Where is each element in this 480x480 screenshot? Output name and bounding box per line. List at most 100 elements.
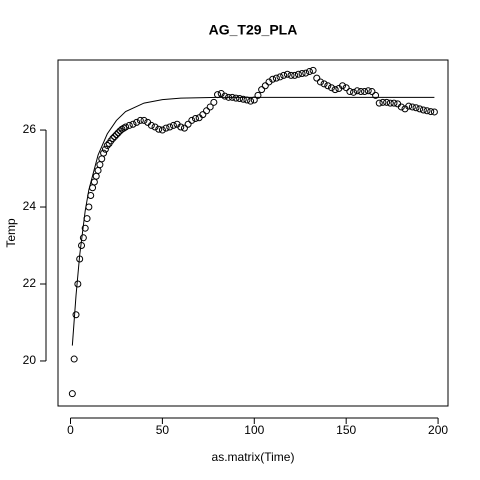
point xyxy=(331,86,339,94)
point xyxy=(232,94,240,102)
point xyxy=(372,91,380,99)
point xyxy=(298,69,306,77)
y-tick-label: 26 xyxy=(23,122,37,136)
x-tick-label: 0 xyxy=(67,423,74,437)
point xyxy=(350,88,358,96)
point xyxy=(324,82,332,90)
plot-box xyxy=(57,59,449,407)
point xyxy=(302,69,310,77)
point xyxy=(272,74,280,82)
y-tick-label: 22 xyxy=(23,276,37,290)
point xyxy=(280,71,288,79)
point xyxy=(316,78,324,86)
x-tick-label: 200 xyxy=(428,423,448,437)
fit-line xyxy=(71,96,435,346)
point xyxy=(405,102,413,110)
point xyxy=(221,92,229,100)
point xyxy=(98,155,106,163)
point xyxy=(70,355,78,363)
point xyxy=(254,91,262,99)
point xyxy=(430,108,438,116)
point xyxy=(90,178,98,186)
point xyxy=(162,124,170,132)
point xyxy=(247,97,255,105)
point xyxy=(125,121,133,129)
point xyxy=(158,126,166,134)
point xyxy=(309,66,317,74)
point xyxy=(346,88,354,96)
point xyxy=(166,123,174,131)
point xyxy=(353,87,361,95)
chart-title: AG_T29_PLA xyxy=(209,22,298,38)
point xyxy=(177,123,185,131)
point xyxy=(236,94,244,102)
point xyxy=(383,98,391,106)
point xyxy=(416,105,424,113)
point xyxy=(390,99,398,107)
point xyxy=(191,115,199,123)
x-tick-label: 50 xyxy=(156,423,170,437)
point xyxy=(408,103,416,111)
point xyxy=(313,74,321,82)
point xyxy=(133,118,141,126)
point xyxy=(79,234,87,242)
point xyxy=(109,135,117,143)
point xyxy=(107,137,115,145)
point xyxy=(203,107,211,115)
point xyxy=(74,280,82,288)
point xyxy=(188,116,196,124)
point xyxy=(81,224,89,232)
point xyxy=(96,161,104,169)
point xyxy=(327,84,335,92)
point xyxy=(199,111,207,119)
point xyxy=(103,141,111,149)
point xyxy=(320,80,328,88)
point xyxy=(427,108,435,116)
point xyxy=(122,123,130,131)
point xyxy=(206,103,214,111)
y-tick-label: 20 xyxy=(23,353,37,367)
point xyxy=(114,129,122,137)
point xyxy=(361,88,369,96)
point xyxy=(151,123,159,131)
point xyxy=(269,75,277,83)
point xyxy=(120,124,128,132)
point xyxy=(423,107,431,115)
point xyxy=(101,145,109,153)
point xyxy=(397,103,405,111)
x-tick-label: 150 xyxy=(336,423,356,437)
point xyxy=(214,91,222,99)
y-tick-label: 24 xyxy=(23,199,37,213)
point xyxy=(155,125,163,133)
point xyxy=(342,84,350,92)
x-tick-label: 100 xyxy=(244,423,264,437)
point xyxy=(379,98,387,106)
point xyxy=(210,98,218,106)
point xyxy=(184,120,192,128)
point xyxy=(169,121,177,129)
point xyxy=(129,120,137,128)
point xyxy=(419,106,427,114)
point xyxy=(364,87,372,95)
point xyxy=(305,68,313,76)
point xyxy=(85,203,93,211)
point xyxy=(118,125,126,133)
point xyxy=(357,88,365,96)
point xyxy=(276,73,284,81)
point xyxy=(239,95,247,103)
point xyxy=(386,99,394,107)
point xyxy=(72,311,80,319)
point xyxy=(261,82,269,90)
point xyxy=(136,116,144,124)
point xyxy=(140,116,148,124)
x-axis-label: as.matrix(Time) xyxy=(212,450,295,464)
point xyxy=(339,82,347,90)
y-axis-label: Temp xyxy=(4,218,18,248)
point xyxy=(258,86,266,94)
point xyxy=(287,71,295,79)
point xyxy=(368,88,376,96)
point xyxy=(291,71,299,79)
point xyxy=(94,166,102,174)
point xyxy=(412,104,420,112)
